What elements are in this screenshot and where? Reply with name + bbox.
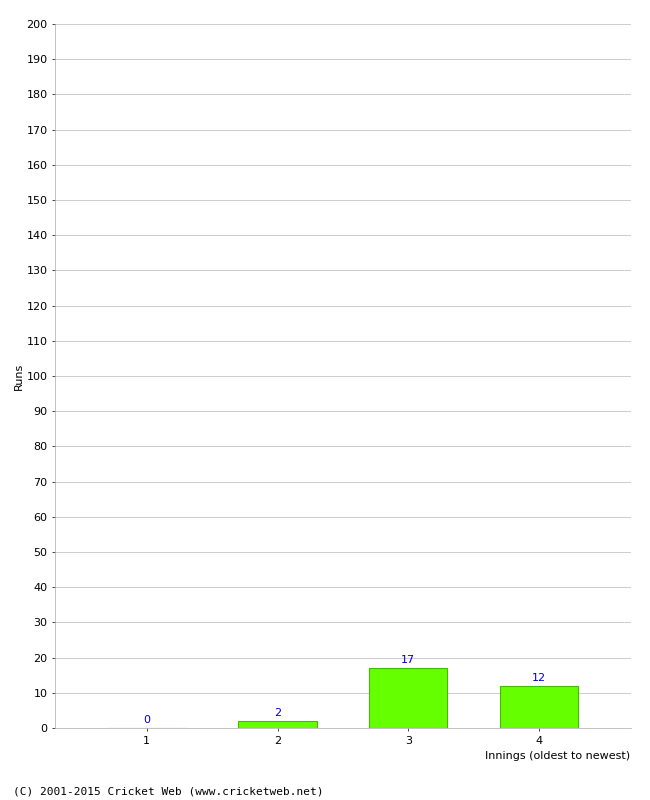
X-axis label: Innings (oldest to newest): Innings (oldest to newest) [486,751,630,761]
Bar [369,668,447,728]
Text: 2: 2 [274,708,281,718]
Text: 12: 12 [532,673,546,683]
Text: 0: 0 [143,715,150,725]
Bar [239,721,317,728]
Y-axis label: Runs: Runs [14,362,23,390]
Text: 17: 17 [401,655,415,666]
Bar [500,686,578,728]
Text: (C) 2001-2015 Cricket Web (www.cricketweb.net): (C) 2001-2015 Cricket Web (www.cricketwe… [13,786,324,796]
